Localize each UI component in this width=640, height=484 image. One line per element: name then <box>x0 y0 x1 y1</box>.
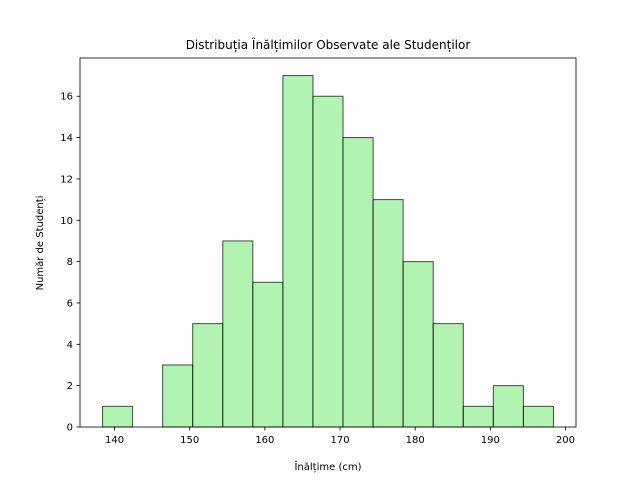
y-tick-label: 14 <box>60 133 73 144</box>
x-tick-label: 180 <box>406 435 425 446</box>
histogram-bar-5 <box>252 281 284 428</box>
y-tick-label: 6 <box>67 298 73 309</box>
histogram-bar-2 <box>162 364 194 428</box>
x-axis-label: Înălțime (cm) <box>293 460 361 473</box>
histogram-bar-3 <box>192 323 224 428</box>
y-tick-label: 16 <box>60 92 73 103</box>
bars-layer <box>102 75 554 428</box>
histogram-bar-7 <box>312 95 344 428</box>
x-tick-label: 190 <box>481 435 500 446</box>
axes-layer: 140 150 160 170 180 190 200 0 2 4 6 8 10 12 14 16 <box>60 57 577 446</box>
histogram-bar-8 <box>342 137 374 428</box>
y-tick-label: 2 <box>67 381 73 392</box>
histogram-bar-9 <box>372 199 404 428</box>
histogram-bar-10 <box>402 261 434 428</box>
y-tick-label: 4 <box>67 340 73 351</box>
histogram-bar-6 <box>282 75 314 428</box>
y-tick-label: 12 <box>60 174 73 185</box>
histogram-bar-11 <box>432 323 464 428</box>
histogram-bar-12 <box>462 405 494 428</box>
x-tick-label: 170 <box>330 435 349 446</box>
y-tick-label: 8 <box>67 257 73 268</box>
histogram-bar-13 <box>492 385 524 428</box>
y-axis-label: Număr de Studenți <box>35 196 46 291</box>
plot-frame <box>79 57 577 428</box>
x-tick-label: 160 <box>255 435 274 446</box>
x-tick-label: 150 <box>180 435 199 446</box>
chart-title: Distribuția Înălțimilor Observate ale St… <box>186 37 471 52</box>
histogram-bar-14 <box>522 405 554 428</box>
x-tick-label: 200 <box>556 435 575 446</box>
histogram-bar-0 <box>102 405 134 428</box>
y-tick-label: 0 <box>67 423 73 434</box>
histogram-bar-4 <box>222 240 254 428</box>
y-tick-label: 10 <box>60 216 73 227</box>
x-tick-label: 140 <box>105 435 124 446</box>
